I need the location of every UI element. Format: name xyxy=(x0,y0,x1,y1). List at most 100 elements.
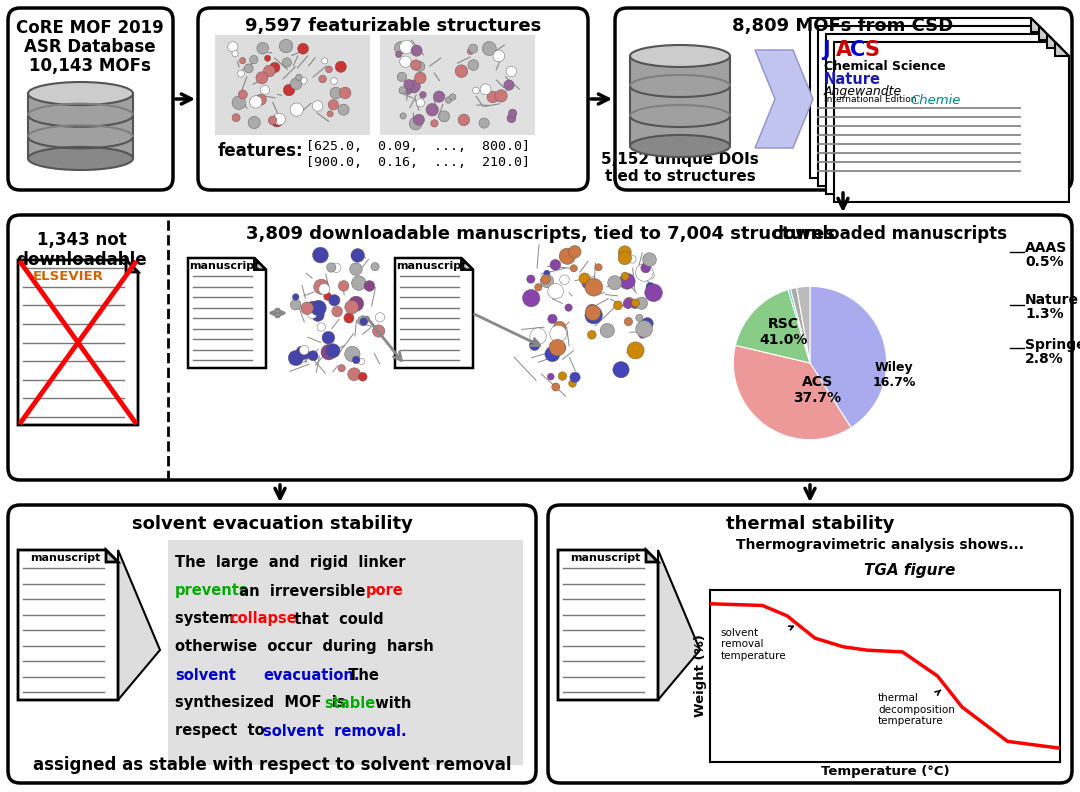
Text: assigned as stable with respect to solvent removal: assigned as stable with respect to solve… xyxy=(32,756,511,774)
Circle shape xyxy=(468,59,478,70)
Text: Nature: Nature xyxy=(1025,293,1079,307)
Circle shape xyxy=(300,78,307,84)
Circle shape xyxy=(296,346,307,356)
Polygon shape xyxy=(818,26,1053,186)
FancyBboxPatch shape xyxy=(8,8,173,190)
Text: solvent: solvent xyxy=(175,668,235,683)
Text: 8,809 MOFs from CSD: 8,809 MOFs from CSD xyxy=(732,17,954,35)
Text: synthesized  MOF  is: synthesized MOF is xyxy=(175,695,355,710)
Circle shape xyxy=(239,90,247,99)
Circle shape xyxy=(509,109,517,117)
Circle shape xyxy=(565,304,572,311)
Circle shape xyxy=(343,313,354,323)
Circle shape xyxy=(582,278,593,289)
Text: 2.8%: 2.8% xyxy=(1025,352,1064,366)
Circle shape xyxy=(570,265,578,272)
Bar xyxy=(168,540,523,765)
Circle shape xyxy=(481,84,491,95)
Text: Angewandte: Angewandte xyxy=(824,85,902,97)
Polygon shape xyxy=(1039,26,1053,40)
Circle shape xyxy=(244,64,253,73)
Circle shape xyxy=(530,328,546,345)
Circle shape xyxy=(376,313,384,322)
Circle shape xyxy=(409,117,422,130)
Circle shape xyxy=(291,299,301,310)
Text: Chemie: Chemie xyxy=(910,93,960,106)
Text: 3,809 downloadable manuscripts, tied to 7,004 structures: 3,809 downloadable manuscripts, tied to … xyxy=(245,225,835,243)
Circle shape xyxy=(629,255,636,263)
Circle shape xyxy=(400,86,406,94)
Polygon shape xyxy=(254,258,266,270)
Polygon shape xyxy=(461,258,473,270)
Text: ASR Database: ASR Database xyxy=(24,38,156,56)
Circle shape xyxy=(312,247,328,263)
Circle shape xyxy=(618,251,632,265)
Circle shape xyxy=(431,120,438,127)
Circle shape xyxy=(480,118,489,128)
Circle shape xyxy=(543,270,550,276)
Text: stable: stable xyxy=(325,695,376,710)
Circle shape xyxy=(556,343,566,352)
Circle shape xyxy=(558,371,567,380)
Circle shape xyxy=(455,65,468,78)
Circle shape xyxy=(535,284,542,291)
Circle shape xyxy=(414,114,424,125)
Text: [900.0,  0.16,  ...,  210.0]: [900.0, 0.16, ..., 210.0] xyxy=(306,157,530,169)
FancyBboxPatch shape xyxy=(198,8,588,190)
Circle shape xyxy=(549,340,566,356)
Circle shape xyxy=(400,40,414,54)
Text: C: C xyxy=(850,40,865,60)
Circle shape xyxy=(338,364,346,372)
Circle shape xyxy=(550,260,561,270)
Circle shape xyxy=(404,79,414,89)
Circle shape xyxy=(548,284,564,299)
Circle shape xyxy=(416,99,424,107)
Circle shape xyxy=(438,111,449,122)
Text: 10,143 MOFs: 10,143 MOFs xyxy=(29,57,151,75)
Circle shape xyxy=(308,309,318,318)
Circle shape xyxy=(569,379,577,387)
Polygon shape xyxy=(106,550,118,562)
Circle shape xyxy=(327,111,334,117)
Circle shape xyxy=(619,273,635,289)
Circle shape xyxy=(280,40,293,53)
Wedge shape xyxy=(788,289,810,363)
Polygon shape xyxy=(18,550,118,700)
Circle shape xyxy=(507,67,516,77)
Circle shape xyxy=(600,323,615,337)
Circle shape xyxy=(299,345,309,355)
Circle shape xyxy=(232,51,239,57)
Circle shape xyxy=(585,307,603,324)
Circle shape xyxy=(322,58,327,64)
Circle shape xyxy=(523,289,540,307)
Circle shape xyxy=(270,63,280,73)
Circle shape xyxy=(350,263,362,276)
Text: manuscript: manuscript xyxy=(395,261,467,271)
Circle shape xyxy=(548,314,557,324)
Circle shape xyxy=(643,253,657,266)
Text: that  could: that could xyxy=(284,611,383,626)
Text: manuscript: manuscript xyxy=(30,553,100,563)
Circle shape xyxy=(238,70,244,77)
Text: system: system xyxy=(175,611,245,626)
Circle shape xyxy=(612,362,630,378)
Circle shape xyxy=(370,262,379,271)
Polygon shape xyxy=(658,550,700,700)
Polygon shape xyxy=(646,550,658,562)
Circle shape xyxy=(631,301,639,309)
Polygon shape xyxy=(118,550,160,700)
Circle shape xyxy=(308,351,319,360)
Circle shape xyxy=(613,301,622,310)
Text: Wiley
16.7%: Wiley 16.7% xyxy=(873,360,916,389)
Circle shape xyxy=(632,299,639,307)
Text: solvent evacuation stability: solvent evacuation stability xyxy=(132,515,413,533)
Circle shape xyxy=(559,275,569,284)
Circle shape xyxy=(339,87,351,99)
Circle shape xyxy=(642,318,653,329)
Text: RSC
41.0%: RSC 41.0% xyxy=(759,318,808,348)
Circle shape xyxy=(618,246,632,259)
Circle shape xyxy=(249,55,258,64)
Circle shape xyxy=(570,372,580,383)
Circle shape xyxy=(608,276,622,290)
Polygon shape xyxy=(558,550,658,700)
